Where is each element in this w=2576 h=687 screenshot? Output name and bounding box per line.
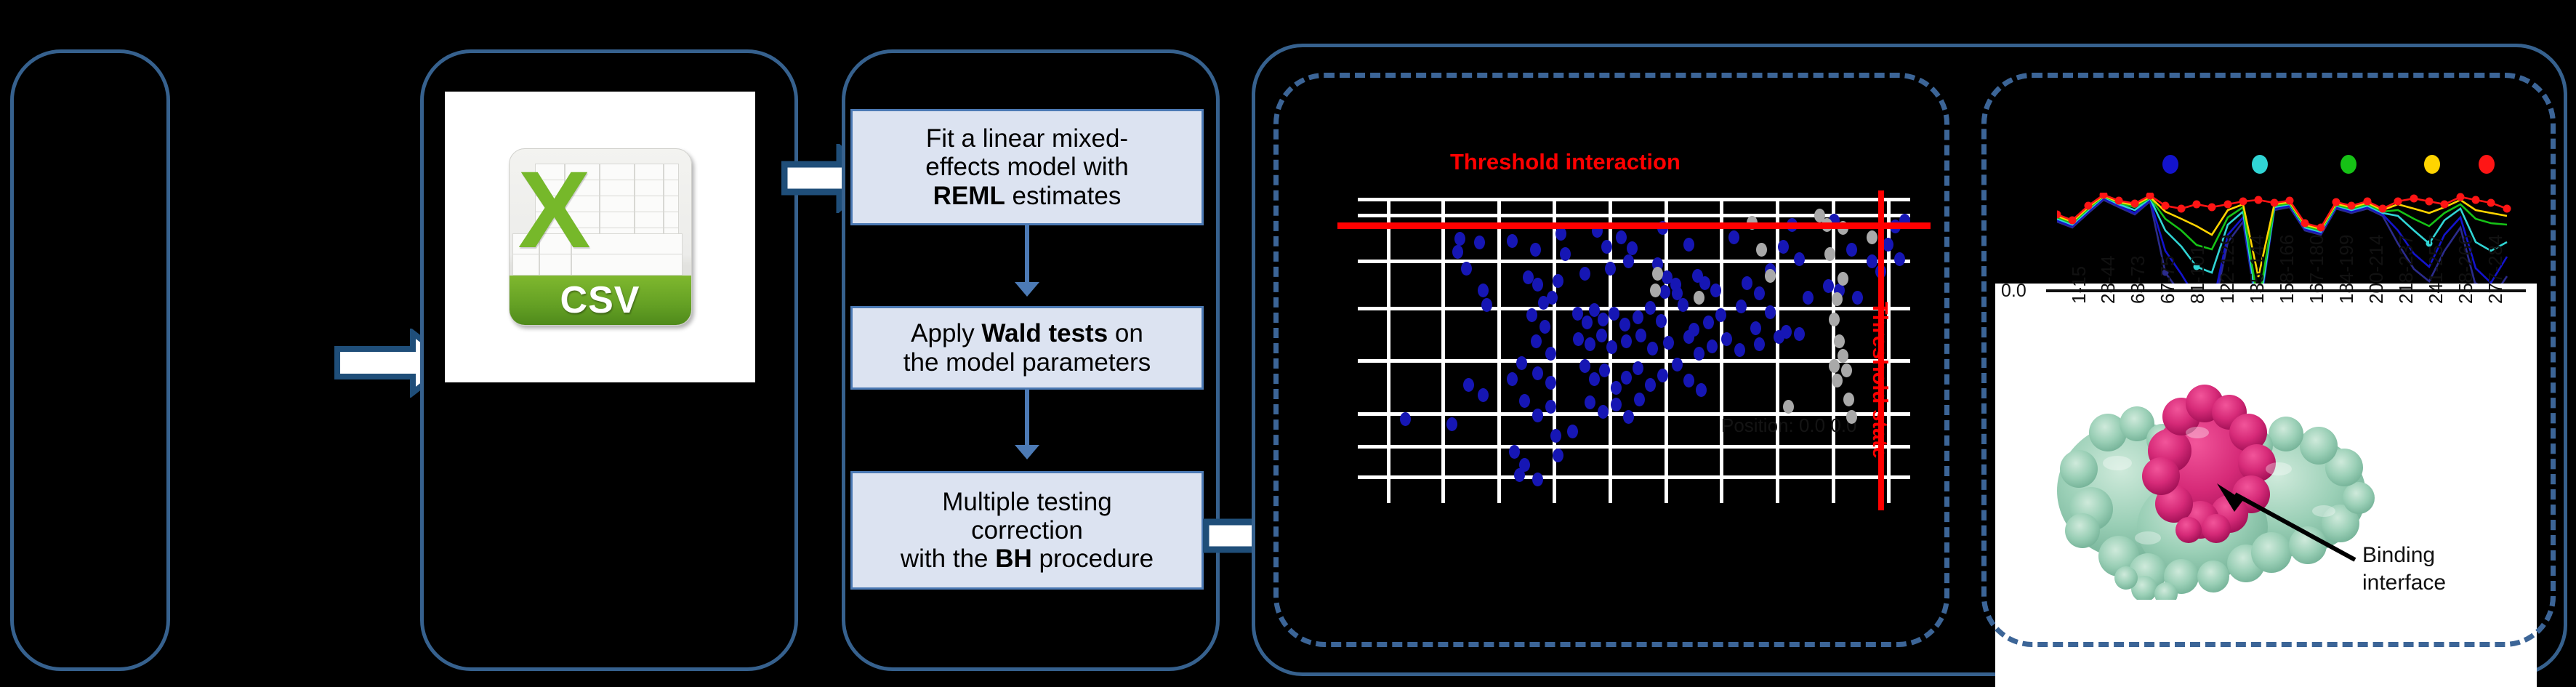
scatter-grid-area: Position: 0.0 0.0: [1337, 190, 1931, 510]
peptide-tick-5: 122-129: [2216, 234, 2238, 304]
peptide-tick-8: 167-180: [2306, 234, 2327, 304]
csv-label: CSV: [560, 279, 640, 321]
binding-interface-line-2: interface: [2362, 570, 2447, 595]
results-scatter-subpanel: [1273, 73, 1949, 647]
legend-dot-2: [2252, 155, 2268, 174]
threshold-state-label: Threshold state: [1868, 302, 1891, 459]
multiple-testing-box: Multiple testing correction with the BH pr…: [850, 471, 1204, 590]
peptide-tick-1: 28-44: [2097, 255, 2119, 305]
wald-tests-text: Apply Wald tests on the model parameters: [903, 319, 1151, 377]
peptide-tick-14: 277-284: [2484, 234, 2506, 304]
peptide-line-chart: 0.0 1-15 28-44 63-73 67-75 81-101 122-12…: [1995, 131, 2537, 465]
protein-structure-image: [2057, 385, 2375, 600]
peptide-tick-11: 218-237: [2395, 234, 2417, 304]
scatter-ghost-text: Position: 0.0 0.0: [1721, 414, 1857, 436]
peptide-tick-0: 1-15: [2068, 265, 2090, 304]
csv-file-icon: X CSV: [508, 148, 692, 326]
scatter-title: Threshold interaction: [1450, 149, 1681, 174]
csv-icon-container: X CSV: [445, 92, 755, 382]
connector-1: [1025, 225, 1029, 284]
peptide-tick-12: 241-257: [2425, 234, 2447, 304]
threshold-state-line: [1878, 190, 1884, 510]
peptide-tick-9: 184-199: [2335, 234, 2357, 304]
multiple-testing-text: Multiple testing correction with the BH pr…: [900, 487, 1154, 574]
peptide-tick-13: 258-266: [2455, 234, 2476, 304]
wald-tests-box: Apply Wald tests on the model parameters: [850, 306, 1204, 390]
connector-2-arrowhead: [1015, 445, 1039, 459]
legend-dot-5: [2479, 155, 2495, 174]
peptide-tick-10: 200-214: [2365, 234, 2387, 304]
peptide-tick-3: 67-75: [2157, 255, 2178, 305]
peptide-tick-2: 63-73: [2127, 255, 2149, 305]
peptide-tick-6: 135-144: [2246, 234, 2268, 304]
csv-label-band: CSV: [509, 276, 691, 325]
stage-1-panel: [10, 49, 170, 671]
peptide-y-tick-label: 0.0: [2001, 281, 2026, 301]
legend-dot-3: [2340, 155, 2356, 174]
binding-interface-line-1: Binding: [2362, 543, 2436, 567]
fit-model-box: Fit a linear mixed-effects model with REM…: [850, 109, 1204, 225]
peptide-series-svg: [2057, 193, 2511, 320]
scatter-plot: Threshold interaction Position: 0.0 0.0: [1337, 149, 1931, 545]
threshold-interaction-line: [1337, 222, 1931, 229]
connector-2: [1025, 390, 1029, 446]
binding-interface-arrow-icon: [2217, 483, 2356, 562]
protein-structure-panel: Binding interface: [1995, 327, 2537, 687]
legend-dot-1: [2162, 155, 2178, 174]
legend-dot-4: [2424, 155, 2440, 174]
binding-interface-label: Binding interface: [2362, 542, 2446, 596]
connector-1-arrowhead: [1015, 282, 1039, 297]
excel-x-letter-icon: X: [518, 148, 591, 270]
fit-model-text: Fit a linear mixed-effects model with REM…: [925, 124, 1129, 210]
peptide-tick-7: 158-166: [2276, 234, 2298, 304]
peptide-tick-4: 81-101: [2186, 245, 2208, 304]
csv-grid-lower-icon: [512, 233, 684, 276]
